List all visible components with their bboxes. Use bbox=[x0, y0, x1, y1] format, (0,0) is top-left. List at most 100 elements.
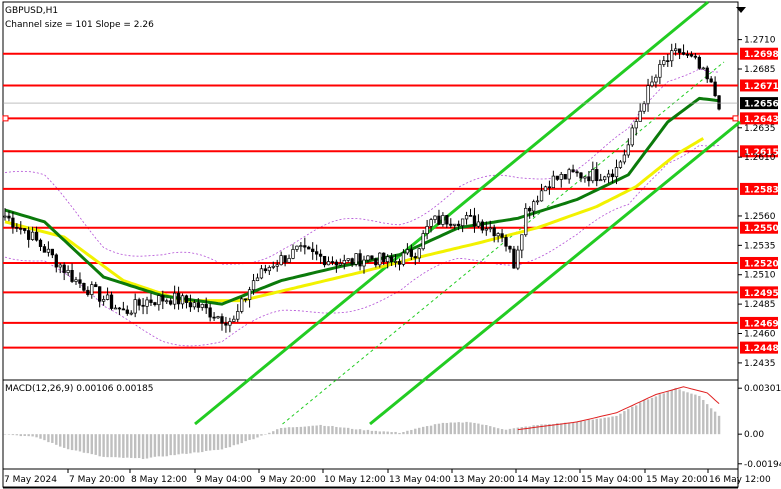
candle-up bbox=[551, 175, 556, 188]
macd-bar bbox=[567, 422, 571, 435]
candle-down bbox=[595, 169, 599, 182]
candle-up bbox=[429, 219, 433, 227]
time-tick-label: 8 May 12:00 bbox=[131, 475, 187, 485]
candle-down bbox=[713, 81, 717, 97]
chart-menu-button[interactable] bbox=[736, 7, 746, 13]
candle-up bbox=[484, 228, 488, 231]
macd-bar bbox=[489, 426, 492, 435]
macd-bar bbox=[666, 391, 669, 435]
macd-bar bbox=[650, 397, 654, 435]
candle-up bbox=[606, 173, 611, 178]
macd-bar bbox=[453, 422, 456, 435]
candle-up bbox=[488, 227, 492, 230]
candle-down bbox=[579, 172, 583, 179]
level-label-1.2615: 1.2615 bbox=[744, 148, 779, 158]
macd-bar bbox=[556, 423, 559, 435]
macd-bar bbox=[78, 434, 82, 452]
candle-down bbox=[697, 56, 701, 69]
time-tick-label: 9 May 20:00 bbox=[260, 475, 316, 485]
candle-up bbox=[622, 154, 627, 163]
candle-up bbox=[650, 81, 654, 87]
macd-bar bbox=[86, 434, 90, 454]
current-price-label: 1.2656 bbox=[744, 100, 779, 110]
candle-down bbox=[161, 295, 165, 302]
macd-bar bbox=[319, 424, 322, 435]
macd-bar bbox=[532, 425, 535, 435]
macd-bar bbox=[62, 434, 66, 448]
chevron-down-icon bbox=[736, 7, 746, 13]
macd-bar bbox=[402, 432, 405, 435]
macd-bar bbox=[126, 434, 129, 458]
candle-up bbox=[133, 299, 137, 314]
candle-up bbox=[378, 252, 382, 266]
candle-up bbox=[232, 318, 236, 322]
macd-bar bbox=[394, 431, 397, 435]
macd-bar bbox=[414, 428, 417, 435]
time-tick-label: 7 May 2024 bbox=[4, 475, 57, 485]
macd-bar bbox=[473, 422, 476, 435]
macd-bar bbox=[702, 399, 705, 435]
candle-down bbox=[283, 255, 287, 263]
candle-up bbox=[66, 269, 70, 273]
candle-down bbox=[330, 261, 335, 263]
candle-down bbox=[38, 239, 43, 247]
candle-up bbox=[338, 263, 342, 266]
macd-bar bbox=[378, 431, 381, 435]
level-tag-1.2495 bbox=[740, 286, 778, 299]
macd-bar bbox=[520, 427, 524, 435]
candle-up bbox=[287, 258, 291, 263]
macd-bar bbox=[508, 428, 512, 435]
candle-up bbox=[626, 144, 630, 156]
macd-bar bbox=[563, 422, 567, 435]
time-tick-label: 15 May 20:00 bbox=[646, 475, 708, 485]
macd-bar bbox=[59, 434, 62, 447]
candle-down bbox=[445, 215, 449, 225]
macd-bar bbox=[212, 434, 216, 451]
level-marker-left bbox=[2, 115, 9, 122]
macd-bar bbox=[362, 430, 366, 435]
macd-bar bbox=[713, 411, 717, 435]
candle-down bbox=[382, 252, 386, 262]
macd-bar bbox=[516, 427, 520, 435]
macd-bar bbox=[181, 434, 184, 454]
macd-bar bbox=[374, 430, 378, 435]
macd-bar bbox=[110, 434, 113, 458]
macd-bar bbox=[232, 434, 236, 446]
candle-down bbox=[34, 231, 39, 241]
candle-up bbox=[401, 252, 406, 265]
macd-bar bbox=[185, 434, 188, 454]
candle-up bbox=[654, 76, 658, 83]
candle-up bbox=[267, 267, 271, 272]
candle-down bbox=[472, 215, 477, 227]
macd-bar bbox=[709, 408, 713, 435]
macd-bar bbox=[268, 432, 271, 435]
candle-up bbox=[101, 299, 106, 302]
candle-down bbox=[610, 173, 615, 178]
macd-bar bbox=[635, 405, 638, 435]
macd-bar bbox=[307, 426, 310, 435]
level-tag-1.2448 bbox=[740, 341, 778, 354]
candle-up bbox=[46, 248, 51, 253]
candle-up bbox=[180, 295, 185, 305]
macd-bar bbox=[686, 392, 689, 435]
macd-bar bbox=[248, 434, 251, 440]
macd-bar bbox=[240, 434, 243, 444]
time-tick-label: 16 May 12:00 bbox=[709, 475, 771, 485]
macd-bar bbox=[398, 432, 401, 435]
candle-down bbox=[243, 298, 248, 301]
ma-green-line bbox=[4, 96, 720, 306]
candle-down bbox=[98, 286, 102, 302]
candle-down bbox=[82, 282, 86, 291]
macd-bar bbox=[339, 427, 342, 435]
macd-bar bbox=[492, 427, 496, 435]
candle-up bbox=[295, 245, 299, 250]
price-tick-label: 1.2685 bbox=[744, 65, 776, 75]
candle-down bbox=[547, 186, 552, 189]
macd-bar bbox=[66, 434, 70, 450]
macd-bar bbox=[485, 425, 488, 435]
candle-up bbox=[646, 85, 650, 105]
candle-down bbox=[42, 246, 47, 253]
macd-bar bbox=[27, 434, 30, 437]
candle-up bbox=[618, 161, 623, 168]
candle-down bbox=[571, 169, 575, 173]
